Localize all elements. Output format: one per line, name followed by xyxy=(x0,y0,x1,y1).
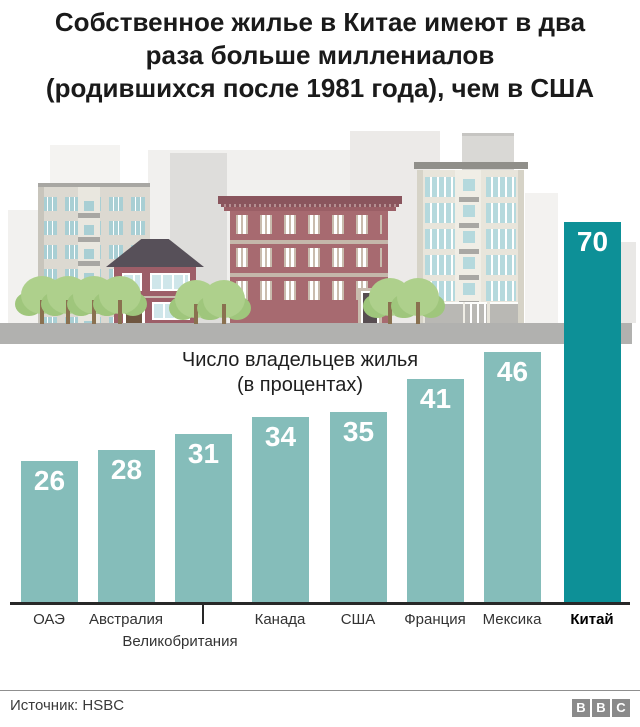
tree-trunk xyxy=(388,302,392,324)
bar-france: 41 xyxy=(407,379,464,603)
building-edge xyxy=(417,170,423,324)
tree-trunk xyxy=(118,300,122,324)
windows xyxy=(236,215,382,311)
bar-uae: 26 xyxy=(21,461,78,603)
tree xyxy=(203,280,245,328)
footer-divider xyxy=(0,690,640,691)
axis-label-uae: ОАЭ xyxy=(33,611,65,628)
bar-value: 46 xyxy=(496,356,529,387)
string-course xyxy=(230,273,388,277)
bar-canada: 34 xyxy=(252,417,309,603)
street xyxy=(0,323,632,344)
tree-trunk xyxy=(194,304,198,324)
title-line-2: раза больше миллениалов xyxy=(145,40,495,70)
string-course xyxy=(230,240,388,244)
title-line-1: Собственное жилье в Китае имеют в два xyxy=(54,7,586,37)
axis-label-usa: США xyxy=(340,611,376,628)
page-title: Собственное жилье в Китае имеют в два ра… xyxy=(0,6,640,105)
bbc-logo: B B C xyxy=(572,699,630,717)
building-edge xyxy=(38,187,44,328)
source-credit: Источник: HSBC xyxy=(10,697,125,714)
bbc-logo-block-c: C xyxy=(612,699,630,717)
uk-label-tick xyxy=(202,605,204,624)
entrance-doors xyxy=(465,302,487,326)
bar-value: 41 xyxy=(419,383,452,414)
bar-value: 34 xyxy=(264,421,297,452)
cornice-dentils xyxy=(221,204,399,207)
ground-panel xyxy=(490,302,518,326)
x-axis xyxy=(10,602,630,605)
title-line-3: (родившихся после 1981 года), чем в США xyxy=(45,73,595,103)
axis-label-australia: Австралия xyxy=(88,611,164,628)
axis-label-mexico: Мексика xyxy=(482,611,542,628)
axis-label-canada: Канада xyxy=(254,611,306,628)
background-building xyxy=(525,193,558,323)
bar-value: 26 xyxy=(33,465,66,496)
bbc-logo-block-b2: B xyxy=(592,699,610,717)
tree xyxy=(397,278,439,326)
bar-usa: 35 xyxy=(330,412,387,603)
brick-building-red xyxy=(230,211,388,324)
bar-value: 70 xyxy=(576,226,609,257)
cornice-band xyxy=(224,207,396,211)
bar-australia: 28 xyxy=(98,450,155,603)
chart-title-line-1: Число владельцев жилья xyxy=(181,349,419,371)
tree xyxy=(99,276,141,324)
floor-divider xyxy=(114,296,196,298)
bar-mexico: 46 xyxy=(484,352,541,603)
bar-china-highlight: 70 xyxy=(564,222,621,603)
bar-value: 28 xyxy=(110,454,143,485)
axis-label-china: Китай xyxy=(570,611,614,628)
apartment-building-cream xyxy=(417,170,524,326)
tree-trunk xyxy=(40,300,44,324)
tree-trunk xyxy=(222,304,226,324)
axis-label-uk: Великобритания xyxy=(122,633,238,650)
tree-trunk xyxy=(66,300,70,324)
cream-building-cornice xyxy=(414,162,528,169)
brick-building-cornice xyxy=(218,196,402,204)
tree-trunk xyxy=(416,302,420,324)
balconies xyxy=(459,177,479,302)
axis-label-france: Франция xyxy=(404,611,466,628)
bar-uk: 31 xyxy=(175,434,232,603)
windows xyxy=(486,177,516,302)
bar-value: 31 xyxy=(187,438,220,469)
bar-value: 35 xyxy=(342,416,375,447)
bbc-logo-block-b1: B xyxy=(572,699,590,717)
chart-title: Число владельцев жилья (в процентах) xyxy=(140,348,460,398)
building-edge xyxy=(518,170,524,324)
chart-title-line-2: (в процентах) xyxy=(236,374,364,396)
tree-trunk xyxy=(92,300,96,324)
